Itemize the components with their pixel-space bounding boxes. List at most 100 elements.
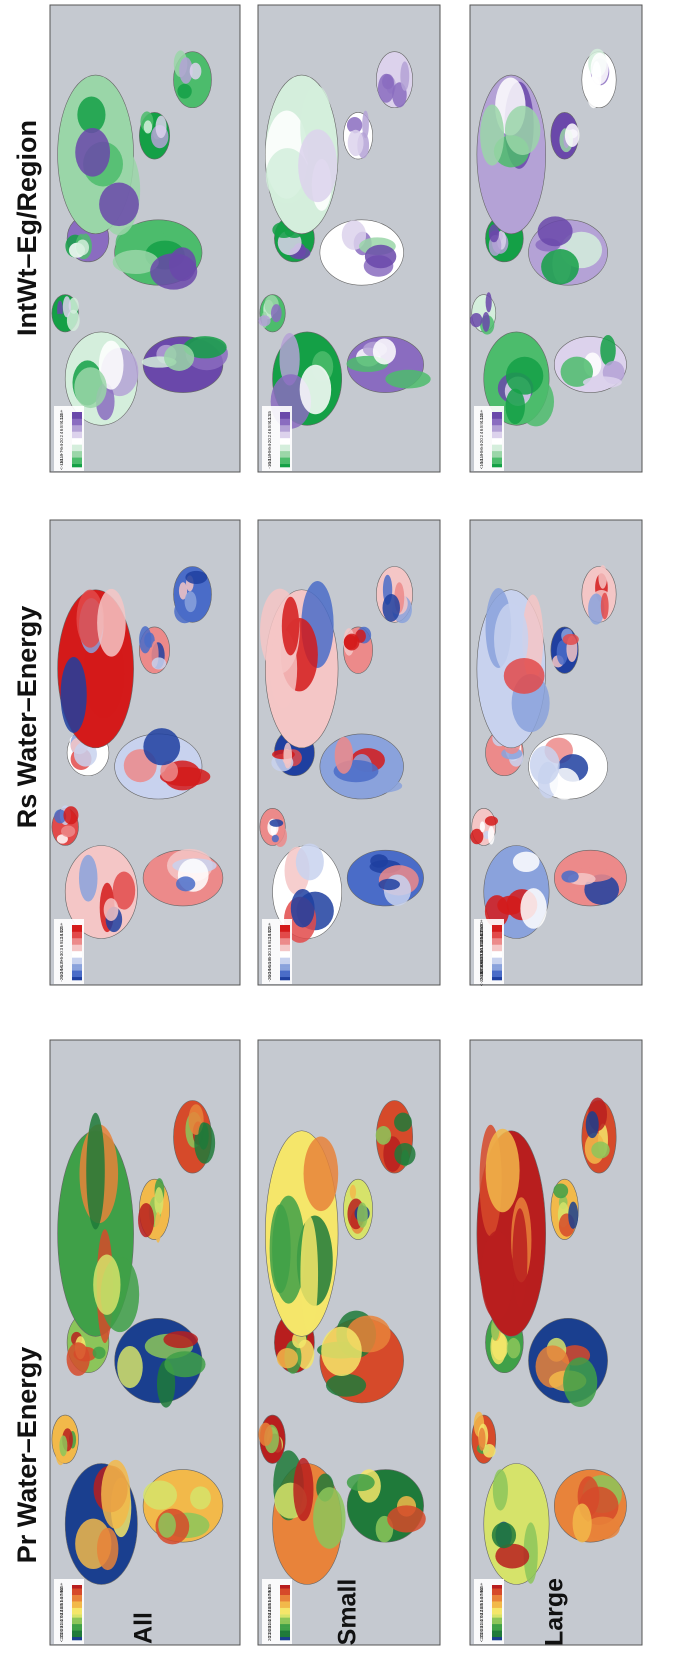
legend-cell [492, 1633, 502, 1638]
pattern-blob [265, 148, 309, 204]
pattern-blob [96, 1527, 119, 1571]
legend-cell [72, 454, 82, 458]
legend-cell [492, 431, 502, 435]
pattern-blob [356, 778, 403, 794]
pattern-blob [553, 1183, 569, 1199]
legend-cell [72, 1623, 82, 1628]
legend-label: 15 [267, 411, 272, 417]
legend-label: 2 [267, 435, 272, 438]
legend-cell [280, 441, 290, 445]
legend-label: -8 [267, 450, 272, 455]
legend-cell [72, 954, 82, 958]
legend-label: -4 [59, 443, 64, 448]
legend-label: 23 [267, 1632, 272, 1638]
pattern-blob [372, 338, 396, 365]
pattern-blob [77, 96, 106, 134]
legend-cell [280, 428, 290, 432]
pattern-blob [299, 364, 332, 415]
legend-label: -19 [267, 968, 272, 975]
legend-label: -9.38 [479, 957, 484, 968]
pattern-blob [154, 1187, 164, 1216]
legend-cell [492, 967, 502, 971]
legend-label: 8 [479, 425, 484, 428]
pattern-blob [177, 83, 192, 99]
legend-cell [492, 1630, 502, 1634]
pattern-blob [556, 640, 568, 665]
pattern-blob [154, 1212, 162, 1243]
pattern-blob [63, 806, 79, 825]
legend-label: 2 [59, 435, 64, 438]
legend-label: 9.38 [479, 938, 484, 947]
pattern-blob [303, 1136, 339, 1212]
pattern-blob [400, 61, 410, 91]
pattern-blob [78, 854, 98, 902]
pattern-blob [321, 1326, 362, 1377]
pattern-blob [158, 1512, 176, 1538]
legend-label: -15.63 [479, 962, 484, 975]
legend-label: 43 [267, 1610, 272, 1616]
legend-label: 9 [479, 422, 484, 425]
legend-label: 51 [267, 1600, 272, 1606]
pattern-blob [185, 570, 208, 584]
land [258, 1100, 426, 1585]
column-title: Pr Water–Energy [12, 1347, 42, 1564]
pattern-blob [75, 239, 89, 256]
pattern-blob [484, 816, 498, 826]
legend-cell [72, 973, 82, 978]
legend-label: 54 [267, 1597, 272, 1603]
legend-label: 48 [59, 1603, 64, 1609]
legend-cell [280, 447, 290, 452]
legend-cell [72, 957, 82, 961]
legend-label: -13 [479, 458, 484, 465]
legend-cell [280, 1630, 290, 1634]
legend-label: 9 [267, 422, 272, 425]
legend-label: <-25.00 [479, 970, 484, 986]
pattern-blob [298, 129, 338, 203]
legend-cell [492, 976, 502, 981]
legend-label: 21.88 [479, 924, 484, 936]
legend-cell [72, 1594, 82, 1599]
pattern-blob [279, 333, 300, 386]
pattern-blob [378, 878, 400, 891]
legend-cell [492, 1604, 502, 1608]
pattern-blob [272, 1195, 306, 1304]
legend-label: -9 [59, 453, 64, 458]
legend-cell [72, 934, 82, 939]
pattern-blob [485, 292, 492, 313]
pattern-blob [295, 843, 324, 881]
legend-cell [280, 415, 290, 419]
legend-cell [72, 421, 82, 426]
legend-cell [72, 1627, 82, 1631]
pattern-blob [488, 224, 500, 243]
pattern-blob [53, 313, 67, 328]
pattern-blob [117, 1346, 143, 1389]
legend-label: 9 [59, 422, 64, 425]
legend-label: 51 [479, 1600, 484, 1606]
legend-label: 26 [479, 1629, 484, 1635]
legend-cell [492, 1614, 502, 1618]
legend-cell [492, 454, 502, 458]
legend-cell [72, 1636, 82, 1641]
legend-label: -8 [479, 450, 484, 455]
pattern-blob [112, 249, 159, 275]
legend-label: 23 [59, 1632, 64, 1638]
legend-cell [492, 941, 502, 945]
legend-label: 12 [267, 937, 272, 943]
legend-cell [72, 960, 82, 965]
legend-cell [280, 437, 290, 442]
legend-label: 62 [59, 1587, 64, 1593]
legend-cell [280, 424, 290, 429]
pattern-blob [112, 871, 136, 910]
legend-label: 11 [59, 417, 64, 422]
legend-label: -6 [267, 447, 272, 452]
row-label: All [130, 1612, 158, 1644]
legend-label: -6 [479, 447, 484, 452]
legend-cell [492, 947, 502, 952]
pattern-blob [600, 592, 609, 620]
legend-cell [492, 1620, 502, 1625]
pattern-blob [178, 582, 188, 600]
legend-cell [72, 970, 82, 974]
legend-cell [280, 431, 290, 435]
legend-label: 37 [267, 1616, 272, 1622]
legend-cell [280, 1610, 290, 1615]
